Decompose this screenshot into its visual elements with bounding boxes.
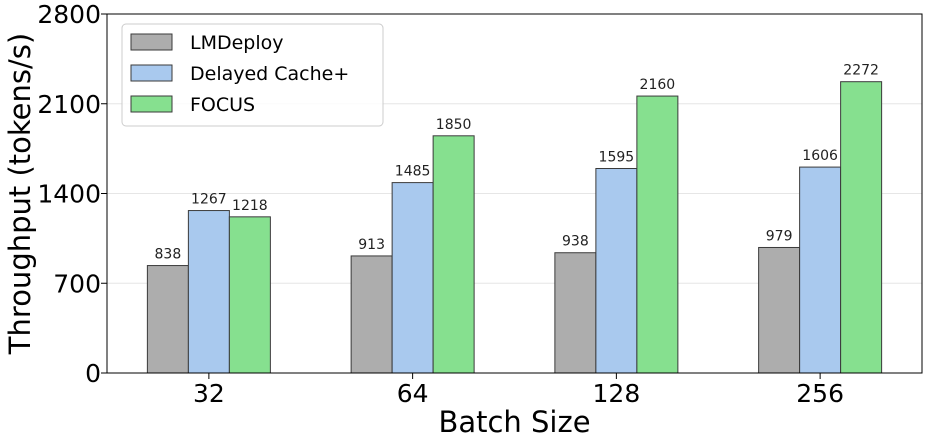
legend-swatch	[130, 64, 173, 82]
bar-delayed-cache--256	[799, 166, 842, 374]
x-axis-title: Batch Size	[438, 405, 590, 439]
y-tick-label: 2800	[37, 0, 101, 29]
bar-lmdeploy-64	[350, 255, 393, 374]
bar-delayed-cache--64	[391, 182, 434, 374]
legend-box	[121, 23, 384, 127]
bar-lmdeploy-128	[554, 252, 597, 374]
x-tick-label: 32	[193, 379, 225, 408]
y-tick-label: 2100	[37, 90, 101, 119]
data-label: 838	[155, 247, 182, 263]
bar-focus-32	[228, 216, 271, 374]
data-label: 2160	[640, 77, 676, 93]
data-label: 1485	[395, 164, 431, 180]
bar-delayed-cache--32	[187, 210, 230, 374]
bar-lmdeploy-32	[146, 265, 189, 374]
y-axis-title: Throughput (tokens/s)	[3, 33, 37, 355]
data-label: 1850	[436, 117, 472, 133]
bar-focus-128	[636, 95, 679, 374]
legend: LMDeploy Delayed Cache+ FOCUS	[121, 23, 384, 127]
data-label: 938	[562, 234, 589, 250]
x-tick-label: 128	[593, 379, 641, 408]
y-tick-label: 0	[85, 359, 101, 388]
legend-label: LMDeploy	[190, 32, 284, 54]
data-label: 1595	[599, 149, 635, 165]
bar-focus-64	[432, 135, 475, 374]
legend-label: Delayed Cache+	[190, 63, 349, 85]
bar-lmdeploy-256	[758, 246, 801, 374]
bar-focus-256	[840, 81, 883, 374]
x-tick-label: 64	[397, 379, 429, 408]
y-tick-label: 700	[53, 269, 101, 298]
legend-swatch	[130, 95, 173, 113]
bars	[146, 81, 883, 374]
x-tick-label: 256	[796, 379, 844, 408]
y-axis: 0 700 1400 2100 2800	[37, 0, 107, 388]
legend-label: FOCUS	[190, 94, 255, 116]
legend-swatch	[130, 33, 173, 51]
data-label: 1606	[802, 148, 838, 164]
data-label: 979	[766, 228, 793, 244]
data-label: 913	[358, 237, 385, 253]
bar-delayed-cache--128	[595, 167, 638, 374]
x-axis: 32 64 128 256	[193, 373, 844, 408]
data-label: 2272	[843, 63, 879, 79]
data-labels: 838 1267 1218 913 1485 1850 938 1595 2160 979 1606…	[155, 63, 879, 263]
data-label: 1267	[191, 192, 227, 208]
y-tick-label: 1400	[37, 180, 101, 209]
data-label: 1218	[232, 198, 268, 214]
